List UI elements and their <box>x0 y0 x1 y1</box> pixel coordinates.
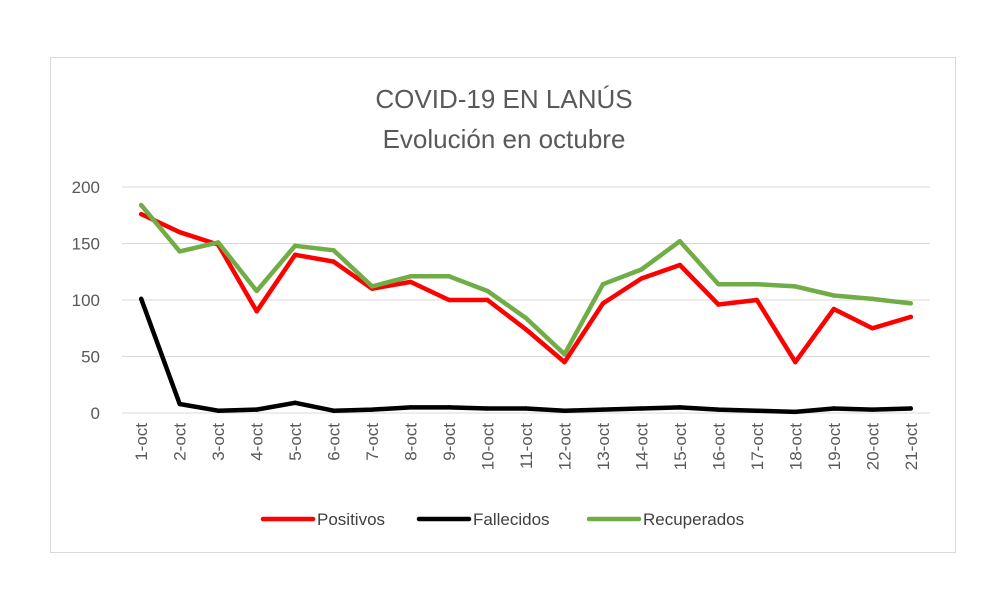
y-tick-label: 200 <box>72 178 100 197</box>
data-point <box>408 405 413 410</box>
chart-subtitle: Evolución en octubre <box>383 124 626 154</box>
x-tick-label: 16-oct <box>709 423 728 471</box>
legend-label: Recuperados <box>643 510 744 529</box>
x-tick-label: 12-oct <box>555 423 574 471</box>
x-tick-label: 19-oct <box>825 423 844 471</box>
x-tick-label: 18-oct <box>786 423 805 471</box>
data-point <box>754 297 760 303</box>
data-point <box>177 249 182 254</box>
data-point <box>523 327 529 332</box>
x-tick-label: 17-oct <box>748 423 767 471</box>
x-tick-label: 21-oct <box>902 423 921 471</box>
data-point <box>485 406 490 411</box>
data-point <box>639 267 644 272</box>
x-tick-label: 9-oct <box>440 423 459 461</box>
legend-label: Positivos <box>317 510 385 529</box>
data-point <box>408 279 413 285</box>
data-point <box>870 407 875 412</box>
series-lines <box>138 202 914 415</box>
x-axis: 1-oct 2-oct 3-oct 4-oct 5-oct 6-oct 7-oct 8-oct… <box>132 423 921 471</box>
x-tick-label: 10-oct <box>479 423 498 471</box>
data-point <box>870 326 875 331</box>
data-point <box>677 405 683 410</box>
y-axis: 0 50 100 150 200 <box>72 178 100 423</box>
data-point <box>331 259 336 264</box>
gridlines <box>122 186 930 414</box>
chart-title: COVID-19 EN LANÚS <box>375 84 632 114</box>
data-point <box>523 315 529 321</box>
x-tick-label: 8-oct <box>402 423 421 461</box>
chart-area <box>50 57 956 553</box>
data-point <box>139 296 144 302</box>
data-point <box>408 274 413 279</box>
data-point <box>716 407 721 412</box>
x-tick-label: 6-oct <box>325 423 344 461</box>
data-point <box>177 401 182 407</box>
data-point <box>600 301 606 306</box>
data-point <box>639 406 644 411</box>
data-point <box>716 302 721 307</box>
data-point <box>677 262 683 268</box>
data-point <box>446 405 452 410</box>
data-point <box>639 276 644 281</box>
data-point <box>793 284 798 289</box>
y-tick-label: 150 <box>72 235 100 254</box>
data-point <box>369 407 375 412</box>
x-tick-label: 11-oct <box>517 423 536 469</box>
data-point <box>716 281 721 287</box>
data-point <box>600 407 606 412</box>
data-point <box>793 409 798 415</box>
data-point <box>292 400 298 406</box>
legend: Positivos Fallecidos Recuperados <box>260 510 744 529</box>
data-point <box>600 281 606 287</box>
data-point <box>562 408 567 413</box>
data-point <box>446 274 452 279</box>
data-point <box>754 281 760 287</box>
data-point <box>254 407 259 412</box>
x-tick-label: 20-oct <box>863 423 882 471</box>
data-point <box>446 297 452 303</box>
data-point <box>369 284 375 289</box>
data-point <box>831 406 837 411</box>
x-tick-label: 2-oct <box>171 423 190 461</box>
data-point <box>292 252 298 257</box>
x-tick-label: 5-oct <box>286 423 305 461</box>
data-point <box>562 359 567 365</box>
data-point <box>177 230 182 235</box>
legend-label: Fallecidos <box>473 510 550 529</box>
data-point <box>793 359 798 365</box>
x-tick-label: 1-oct <box>132 423 151 461</box>
data-point <box>831 293 837 298</box>
data-point <box>139 211 144 217</box>
y-tick-label: 50 <box>81 348 100 367</box>
data-point <box>677 239 683 244</box>
y-tick-label: 100 <box>72 291 100 310</box>
data-point <box>485 297 490 303</box>
data-point <box>562 352 567 357</box>
x-tick-label: 14-oct <box>632 423 651 471</box>
x-tick-label: 7-oct <box>363 423 382 461</box>
x-tick-label: 3-oct <box>209 423 228 461</box>
data-point <box>215 240 221 245</box>
x-tick-label: 4-oct <box>248 423 267 461</box>
data-point <box>254 309 259 314</box>
data-point <box>254 288 259 294</box>
data-point <box>331 248 336 253</box>
data-point <box>908 314 913 320</box>
data-point <box>292 243 298 248</box>
y-tick-label: 0 <box>91 404 100 423</box>
data-point <box>485 288 490 294</box>
x-tick-label: 15-oct <box>671 423 690 471</box>
data-point <box>831 306 837 312</box>
data-point <box>908 301 913 306</box>
data-point <box>870 296 875 302</box>
data-point <box>908 406 913 411</box>
x-tick-label: 13-oct <box>594 423 613 471</box>
data-point <box>523 406 529 411</box>
data-point <box>215 408 221 413</box>
data-point <box>139 202 144 208</box>
data-point <box>754 408 760 413</box>
data-point <box>331 408 336 413</box>
